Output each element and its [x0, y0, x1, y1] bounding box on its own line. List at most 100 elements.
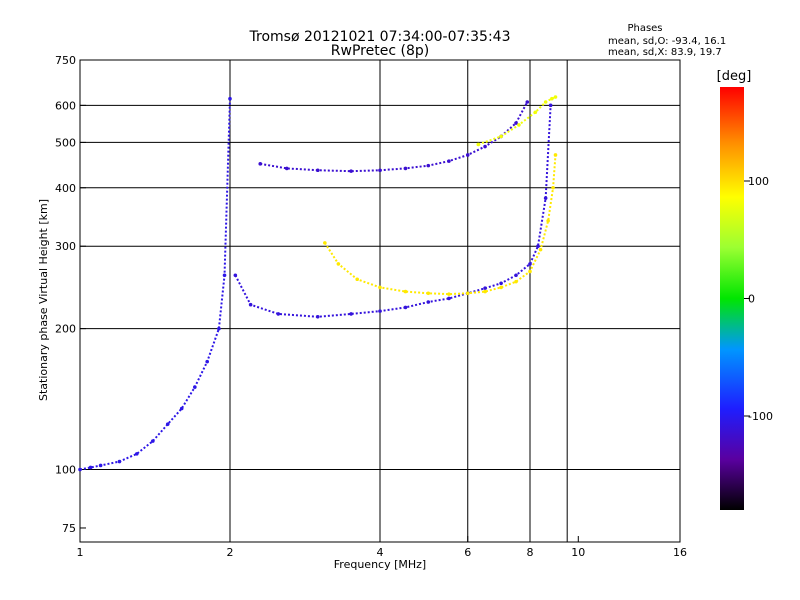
trace-point [378, 309, 382, 313]
trace-point [553, 95, 558, 99]
y-tick-label: 100 [55, 464, 76, 477]
trace-point [528, 262, 532, 266]
trace-point [378, 285, 382, 290]
trace-point [233, 273, 238, 278]
trace-point [426, 163, 431, 168]
trace-point [205, 359, 209, 364]
trace-point [117, 459, 122, 464]
trace-point [349, 169, 353, 173]
trace-line [323, 154, 557, 296]
trace-point [514, 121, 518, 125]
trace-point [98, 463, 103, 468]
trace-point [483, 144, 487, 149]
trace-point [258, 162, 263, 166]
trace-point [426, 300, 431, 304]
trace-point [426, 291, 431, 296]
trace-line [260, 101, 529, 173]
trace-line [79, 98, 231, 471]
x-tick-label: 16 [673, 546, 687, 559]
y-tick-label: 750 [55, 54, 76, 67]
trace-point [528, 269, 532, 274]
trace-point [276, 312, 281, 316]
trace-point [538, 247, 543, 252]
trace-point [514, 279, 518, 284]
stats-line-o: mean, sd,O: -93.4, 16.1 [608, 36, 726, 47]
trace-point [548, 103, 553, 108]
trace-point [228, 96, 232, 101]
ticks: 1 2 4 6 8 10 16 75 100 200 300 400 500 600 750 [55, 54, 687, 559]
trace-point [514, 273, 518, 278]
trace-point [151, 439, 155, 443]
trace-point [179, 406, 184, 411]
trace-point [165, 422, 170, 426]
trace-point [551, 185, 555, 190]
y-tick-label: 400 [55, 182, 76, 195]
colorbar-tick-label: -100 [748, 410, 773, 423]
colorbar-ticks: 100 0 -100 [744, 175, 773, 423]
colorbar-label: [deg] [717, 69, 752, 84]
chart-subtitle: RwPretec (8p) [331, 43, 429, 59]
stats-line-x: mean, sd,X: 83.9, 19.7 [608, 47, 722, 58]
trace-point [217, 326, 221, 331]
x-tick-label: 6 [464, 546, 471, 559]
trace-point [499, 134, 503, 139]
trace-point [403, 166, 408, 171]
trace-point [315, 314, 320, 319]
trace-point [336, 262, 341, 266]
y-tick-label: 600 [55, 99, 76, 112]
x-tick-label: 4 [377, 546, 384, 559]
trace-point [499, 281, 503, 286]
trace-line [234, 105, 552, 318]
trace-point [553, 153, 558, 157]
trace-point [403, 289, 408, 294]
trace-point [78, 467, 82, 472]
data-traces [78, 95, 558, 472]
trace-point [193, 385, 197, 389]
x-tick-label: 8 [527, 546, 534, 559]
trace-point [499, 285, 503, 290]
trace-point [447, 159, 451, 163]
trace-point [248, 302, 253, 307]
colorbar [720, 87, 744, 510]
trace-point [483, 286, 487, 291]
trace-point [533, 110, 538, 115]
trace-point [483, 289, 487, 294]
trace-point [546, 218, 550, 223]
trace-point [349, 312, 353, 316]
stats-header: Phases [627, 23, 662, 34]
trace-point [465, 291, 470, 296]
y-tick-label: 300 [55, 240, 76, 253]
chart-title: Tromsø 20121021 07:34:00-07:35:43 [249, 29, 511, 45]
x-axis-label: Frequency [MHz] [334, 558, 426, 571]
y-tick-label: 75 [62, 522, 76, 535]
trace-point [465, 153, 470, 157]
trace-line [477, 96, 556, 146]
trace-point [222, 273, 227, 278]
trace-point [403, 305, 408, 310]
trace-point [517, 123, 521, 127]
trace-point [378, 168, 382, 173]
trace-point [476, 142, 481, 147]
y-axis-label: Stationary phase Virtual Height [km] [37, 199, 50, 401]
trace-point [536, 244, 540, 249]
trace-point [315, 168, 320, 173]
x-tick-label: 2 [227, 546, 234, 559]
trace-point [550, 96, 554, 101]
trace-point [355, 277, 359, 282]
y-tick-label: 500 [55, 136, 76, 149]
trace-point [134, 452, 139, 456]
x-tick-label: 10 [571, 546, 585, 559]
x-tick-label: 1 [77, 546, 84, 559]
trace-point [323, 241, 327, 245]
trace-point [447, 296, 451, 301]
trace-point [88, 465, 93, 470]
grid [80, 60, 680, 542]
y-tick-label: 200 [55, 323, 76, 336]
trace-point [525, 100, 530, 104]
trace-point [543, 100, 548, 104]
trace-point [447, 292, 451, 296]
colorbar-tick-label: 100 [748, 175, 769, 188]
trace-point [543, 196, 548, 200]
trace-point [284, 166, 289, 171]
